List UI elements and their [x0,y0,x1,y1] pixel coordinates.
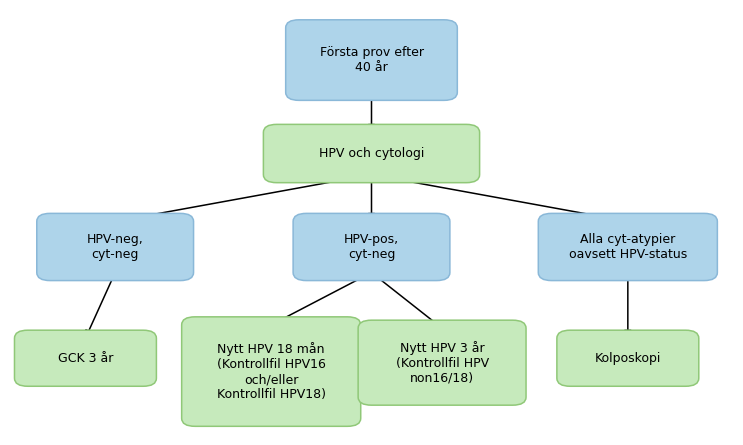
Text: HPV och cytologi: HPV och cytologi [319,147,424,160]
FancyBboxPatch shape [293,214,450,280]
Text: Alla cyt-atypier
oavsett HPV-status: Alla cyt-atypier oavsett HPV-status [568,233,687,261]
FancyBboxPatch shape [37,214,193,280]
Text: Kolposkopi: Kolposkopi [594,352,661,365]
Text: Första prov efter
40 år: Första prov efter 40 år [319,46,424,74]
FancyBboxPatch shape [285,20,457,101]
Text: Nytt HPV 3 år
(Kontrollfil HPV
non16/18): Nytt HPV 3 år (Kontrollfil HPV non16/18) [395,341,489,384]
FancyBboxPatch shape [15,330,157,386]
FancyBboxPatch shape [263,124,480,182]
Text: HPV-neg,
cyt-neg: HPV-neg, cyt-neg [87,233,143,261]
Text: HPV-pos,
cyt-neg: HPV-pos, cyt-neg [344,233,399,261]
FancyBboxPatch shape [358,320,526,405]
FancyBboxPatch shape [538,214,718,280]
Text: Nytt HPV 18 mån
(Kontrollfil HPV16
och/eller
Kontrollfil HPV18): Nytt HPV 18 mån (Kontrollfil HPV16 och/e… [217,342,325,401]
FancyBboxPatch shape [557,330,698,386]
FancyBboxPatch shape [182,317,361,426]
Text: GCK 3 år: GCK 3 år [58,352,113,365]
